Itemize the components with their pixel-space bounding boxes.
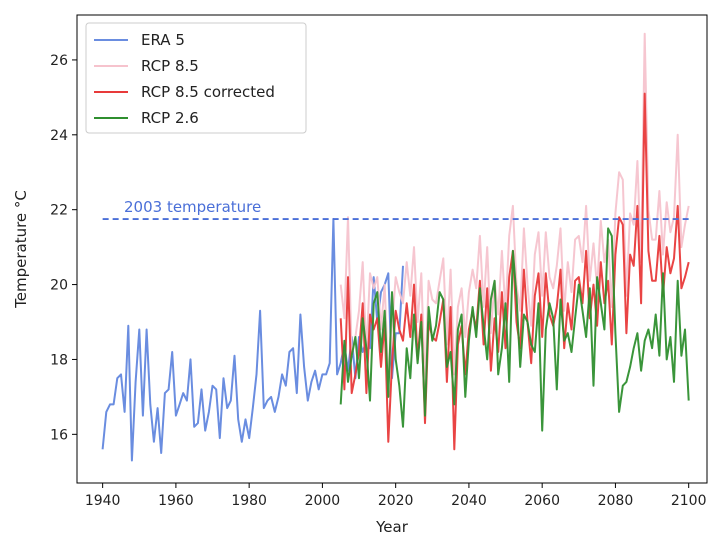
series-line-rcp-2-6 bbox=[339, 227, 690, 432]
y-tick-label: 26 bbox=[50, 53, 68, 69]
x-axis-label: Year bbox=[375, 518, 409, 536]
legend-label: RCP 8.5 corrected bbox=[141, 83, 275, 101]
annotation-label: 2003 temperature bbox=[124, 198, 261, 216]
x-tick-label: 2000 bbox=[305, 493, 341, 509]
plot-frame bbox=[76, 14, 708, 484]
legend-label: RCP 8.5 bbox=[141, 57, 199, 75]
series-line-era-5 bbox=[101, 218, 404, 462]
x-tick-label: 2040 bbox=[451, 493, 487, 509]
x-tick-label: 2020 bbox=[378, 493, 414, 509]
legend-box bbox=[85, 22, 307, 134]
series-layer bbox=[101, 32, 690, 462]
x-tick-label: 1980 bbox=[231, 493, 267, 509]
y-axis-label: Temperature °C bbox=[12, 190, 30, 309]
x-tick-label: 1960 bbox=[158, 493, 194, 509]
y-tick-label: 20 bbox=[50, 278, 68, 294]
x-tick-label: 2100 bbox=[671, 493, 707, 509]
series-line-rcp-8-5-corrected bbox=[339, 92, 690, 451]
y-tick-label: 18 bbox=[50, 352, 68, 368]
legend: ERA 5 RCP 8.5 RCP 8.5 corrected RCP 2.6 bbox=[85, 22, 307, 134]
x-tick-label: 2060 bbox=[524, 493, 560, 509]
y-tick-label: 24 bbox=[50, 128, 68, 144]
x-axis-ticks: 1940 1960 1980 2000 2020 2040 2060 2080 2100 bbox=[85, 483, 707, 509]
legend-label: ERA 5 bbox=[141, 31, 185, 49]
y-tick-label: 22 bbox=[50, 203, 68, 219]
y-axis-ticks: 16 18 20 22 24 26 bbox=[50, 53, 77, 443]
legend-label: RCP 2.6 bbox=[141, 109, 199, 127]
x-tick-label: 2080 bbox=[598, 493, 634, 509]
series-line-rcp-8-5 bbox=[339, 32, 690, 387]
x-tick-label: 1940 bbox=[85, 493, 121, 509]
y-tick-label: 16 bbox=[50, 427, 68, 443]
